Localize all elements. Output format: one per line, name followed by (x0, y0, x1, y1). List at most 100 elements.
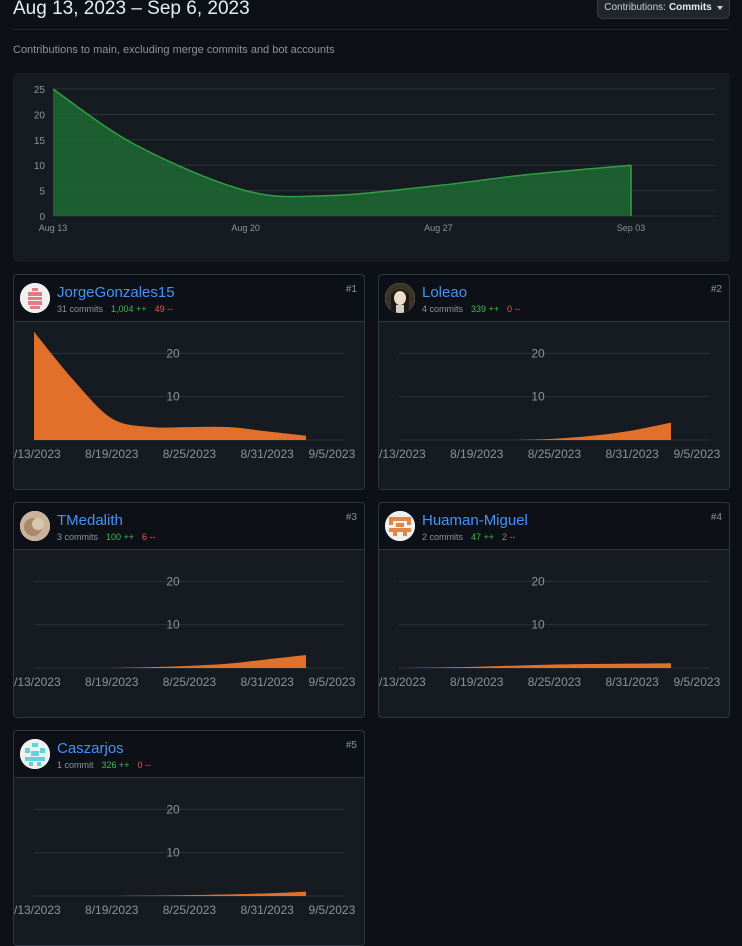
additions-count: 1,004 ++ (111, 304, 147, 314)
avatar[interactable] (20, 739, 50, 769)
date-range-title: Aug 13, 2023 – Sep 6, 2023 (13, 0, 250, 19)
contributor-chart-svg: 10 20 8/13/2023 8/19/2023 8/25/2023 8/31/2023… (14, 574, 356, 689)
main-y-tick-label: 20 (34, 110, 46, 121)
contributor-login-link[interactable]: Loleao (422, 284, 468, 301)
commit-count-link[interactable]: 2 commits (422, 532, 464, 542)
additions-count: 47 ++ (471, 532, 495, 542)
chart-x-tick-label: 8/31/2023 (240, 447, 294, 461)
additions-count: 326 ++ (101, 760, 130, 770)
main-chart-area (53, 89, 631, 216)
identicon-red-icon (20, 283, 50, 313)
main-chart-line (52, 88, 632, 198)
chart-x-tick-label: 8/13/2023 (14, 447, 61, 461)
contributor-login-link[interactable]: TMedalith (57, 512, 123, 529)
chart-x-tick-label: 8/31/2023 (605, 675, 659, 689)
contributor-chart-area (399, 663, 671, 668)
contributor-rank: #4 (710, 512, 722, 523)
contributions-dropdown-button[interactable]: Contributions: Commits (597, 0, 730, 19)
contributor-card-header: TMedalith 3 commits 100 ++ 6 -- #3 (14, 503, 364, 550)
chart-y-tick-label: 20 (531, 346, 545, 360)
contributor-chart: 10 20 8/13/2023 8/19/2023 8/25/2023 8/31/2023… (14, 778, 364, 945)
contributor-card-header: Loleao 4 commits 339 ++ 0 -- #2 (379, 275, 729, 322)
chart-x-tick-label: 8/13/2023 (14, 675, 61, 689)
chart-x-tick-label: 8/19/2023 (85, 903, 139, 917)
contributor-card: JorgeGonzales15 31 commits 1,004 ++ 49 -- #1… (13, 274, 365, 490)
deletions-count: 2 -- (502, 532, 516, 542)
page-subtitle: Contributions to main, excluding merge c… (13, 44, 335, 56)
chart-y-tick-label: 10 (166, 846, 180, 860)
chart-x-tick-label: 8/19/2023 (85, 675, 139, 689)
contributor-login-link[interactable]: Caszarjos (57, 740, 124, 757)
contributor-chart-area (34, 331, 306, 440)
main-y-tick-label: 5 (39, 187, 45, 198)
photo-avatar-icon (20, 511, 50, 541)
chart-x-tick-label: 8/31/2023 (605, 447, 659, 461)
chart-y-tick-label: 20 (166, 346, 180, 360)
main-contributions-chart: 0 5 10 15 20 25 Aug 13 Aug 20 Aug 27 Sep 03 (13, 73, 730, 262)
commit-count-link[interactable]: 31 commits (57, 304, 104, 314)
chart-x-tick-label: 8/31/2023 (240, 903, 294, 917)
avatar[interactable] (20, 511, 50, 541)
contributions-value: Commits (668, 2, 712, 13)
chart-x-tick-label: 8/13/2023 (379, 447, 426, 461)
chart-y-tick-label: 10 (531, 390, 545, 404)
identicon-orange-icon (385, 511, 415, 541)
contributor-card: Huaman-Miguel 2 commits 47 ++ 2 -- #4 10 20 8/1… (378, 502, 730, 718)
main-x-tick-label: Aug 27 (424, 223, 453, 233)
chart-x-tick-label: 8/25/2023 (528, 675, 582, 689)
chart-x-tick-label: 8/25/2023 (163, 903, 217, 917)
avatar[interactable] (20, 283, 50, 313)
contributions-label: Contributions: (604, 2, 666, 13)
contributor-chart-svg: 10 20 8/13/2023 8/19/2023 8/25/2023 8/31/2023… (14, 802, 356, 917)
contributor-stats: 31 commits 1,004 ++ 49 -- (57, 304, 173, 314)
main-x-tick-label: Aug 20 (231, 223, 260, 233)
chart-x-tick-label: 8/25/2023 (528, 447, 582, 461)
main-y-tick-label: 25 (34, 85, 46, 96)
contributor-chart-svg: 10 20 8/13/2023 8/19/2023 8/25/2023 8/31/2023… (379, 346, 721, 461)
chart-x-tick-label: 8/13/2023 (379, 675, 426, 689)
contributor-rank: #5 (345, 740, 357, 751)
chart-y-tick-label: 10 (166, 390, 180, 404)
avatar[interactable] (385, 283, 415, 313)
deletions-count: 0 -- (137, 760, 152, 770)
contributor-card-header: JorgeGonzales15 31 commits 1,004 ++ 49 -- #1 (14, 275, 364, 322)
contributor-card: TMedalith 3 commits 100 ++ 6 -- #3 10 20 8/13/2… (13, 502, 365, 718)
contributor-stats: 1 commit 326 ++ 0 -- (57, 760, 151, 770)
caret-down-icon (716, 5, 723, 10)
chart-y-tick-label: 10 (166, 618, 180, 632)
contributor-chart-area (111, 891, 306, 896)
main-y-tick-label: 0 (39, 212, 45, 223)
contributor-chart-svg: 10 20 8/13/2023 8/19/2023 8/25/2023 8/31/2023… (14, 331, 356, 461)
contributor-card: Caszarjos 1 commit 326 ++ 0 -- #5 10 20 8/13/20… (13, 730, 365, 946)
main-x-tick-label: Sep 03 (617, 223, 646, 233)
identicon-teal-icon (20, 739, 50, 769)
main-y-tick-label: 10 (34, 161, 46, 172)
commit-count-link[interactable]: 3 commits (57, 532, 99, 542)
contributor-chart-area (515, 422, 671, 440)
contributor-chart: 10 20 8/13/2023 8/19/2023 8/25/2023 8/31/2023… (14, 322, 364, 489)
chart-x-tick-label: 8/31/2023 (240, 675, 294, 689)
main-x-tick-label: Aug 13 (39, 223, 68, 233)
main-y-tick-label: 15 (34, 136, 46, 147)
contributor-login-link[interactable]: JorgeGonzales15 (57, 284, 175, 301)
contributor-chart: 10 20 8/13/2023 8/19/2023 8/25/2023 8/31/2023… (379, 322, 729, 489)
chart-y-tick-label: 20 (166, 802, 180, 816)
chart-y-tick-label: 20 (531, 574, 545, 588)
commit-count-link[interactable]: 1 commit (57, 760, 94, 770)
contributor-stats: 4 commits 339 ++ 0 -- (422, 304, 521, 314)
contributor-stats: 3 commits 100 ++ 6 -- (57, 532, 156, 542)
chart-x-tick-label: 8/13/2023 (14, 903, 61, 917)
contributor-rank: #1 (345, 284, 357, 295)
commit-count-link[interactable]: 4 commits (422, 304, 464, 314)
deletions-count: 6 -- (142, 532, 156, 542)
chart-x-tick-label: 8/19/2023 (450, 675, 504, 689)
main-chart-svg: 0 5 10 15 20 25 Aug 13 Aug 20 Aug 27 Sep 03 (34, 85, 715, 233)
contributor-card-header: Huaman-Miguel 2 commits 47 ++ 2 -- #4 (379, 503, 729, 550)
chart-x-tick-label: 9/5/2023 (309, 675, 356, 689)
chart-y-tick-label: 10 (531, 618, 545, 632)
contributor-rank: #3 (345, 512, 357, 523)
chart-x-tick-label: 8/25/2023 (163, 675, 217, 689)
avatar[interactable] (385, 511, 415, 541)
contributor-card: Loleao 4 commits 339 ++ 0 -- #2 10 20 8/13/2023… (378, 274, 730, 490)
contributor-login-link[interactable]: Huaman-Miguel (422, 512, 528, 529)
